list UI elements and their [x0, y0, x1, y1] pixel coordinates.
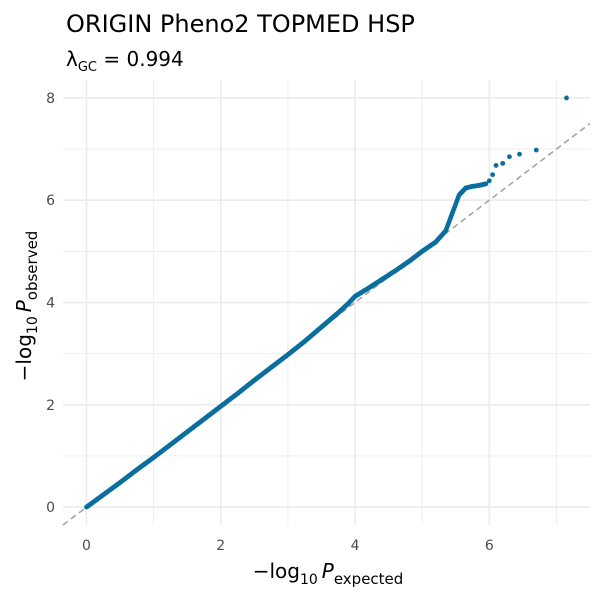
x-axis-title-symbol: P — [322, 559, 335, 583]
lambda-symbol: λ — [66, 47, 78, 71]
data-point — [564, 95, 569, 101]
y-tick-label: 8 — [46, 91, 55, 107]
x-tick-label: 0 — [82, 538, 91, 554]
x-tick-label: 2 — [216, 538, 225, 554]
data-point — [486, 178, 492, 184]
y-axis-title: −log10 Pobserved — [12, 231, 41, 382]
lambda-value: 0.994 — [126, 47, 183, 71]
chart-title: ORIGIN Pheno2 TOPMED HSP — [66, 10, 415, 38]
y-axis-title-subscript: observed — [23, 231, 41, 301]
lambda-subscript: GC — [78, 60, 97, 75]
chart-subtitle: λGC = 0.994 — [66, 47, 184, 75]
y-tick-label: 2 — [46, 398, 55, 414]
points — [84, 95, 569, 510]
data-point — [490, 172, 496, 178]
data-point — [493, 163, 499, 168]
x-axis-title-subscript: expected — [334, 570, 403, 588]
x-axis-title-prefix: −log — [253, 559, 300, 583]
y-tick-label: 4 — [46, 296, 55, 312]
y-axis-title-prefix: −log — [12, 334, 36, 381]
y-tick-label: 6 — [46, 193, 55, 209]
data-point — [483, 181, 489, 187]
grid — [63, 80, 590, 525]
y-axis-ticks: 0 2 4 6 8 — [46, 91, 55, 516]
data-point — [507, 154, 512, 160]
x-axis-ticks: 0 2 4 6 — [82, 538, 494, 554]
data-point — [500, 160, 506, 166]
y-axis-title-base: 10 — [25, 316, 41, 334]
x-axis-title: −log10 Pexpected — [253, 559, 404, 588]
x-tick-label: 4 — [351, 538, 360, 554]
data-point — [533, 147, 539, 153]
x-tick-label: 6 — [485, 538, 494, 554]
lambda-equals: = — [97, 47, 126, 71]
y-tick-label: 0 — [46, 500, 55, 516]
x-axis-title-base: 10 — [300, 572, 318, 588]
y-axis-title-symbol: P — [12, 299, 36, 312]
data-point — [517, 151, 522, 157]
